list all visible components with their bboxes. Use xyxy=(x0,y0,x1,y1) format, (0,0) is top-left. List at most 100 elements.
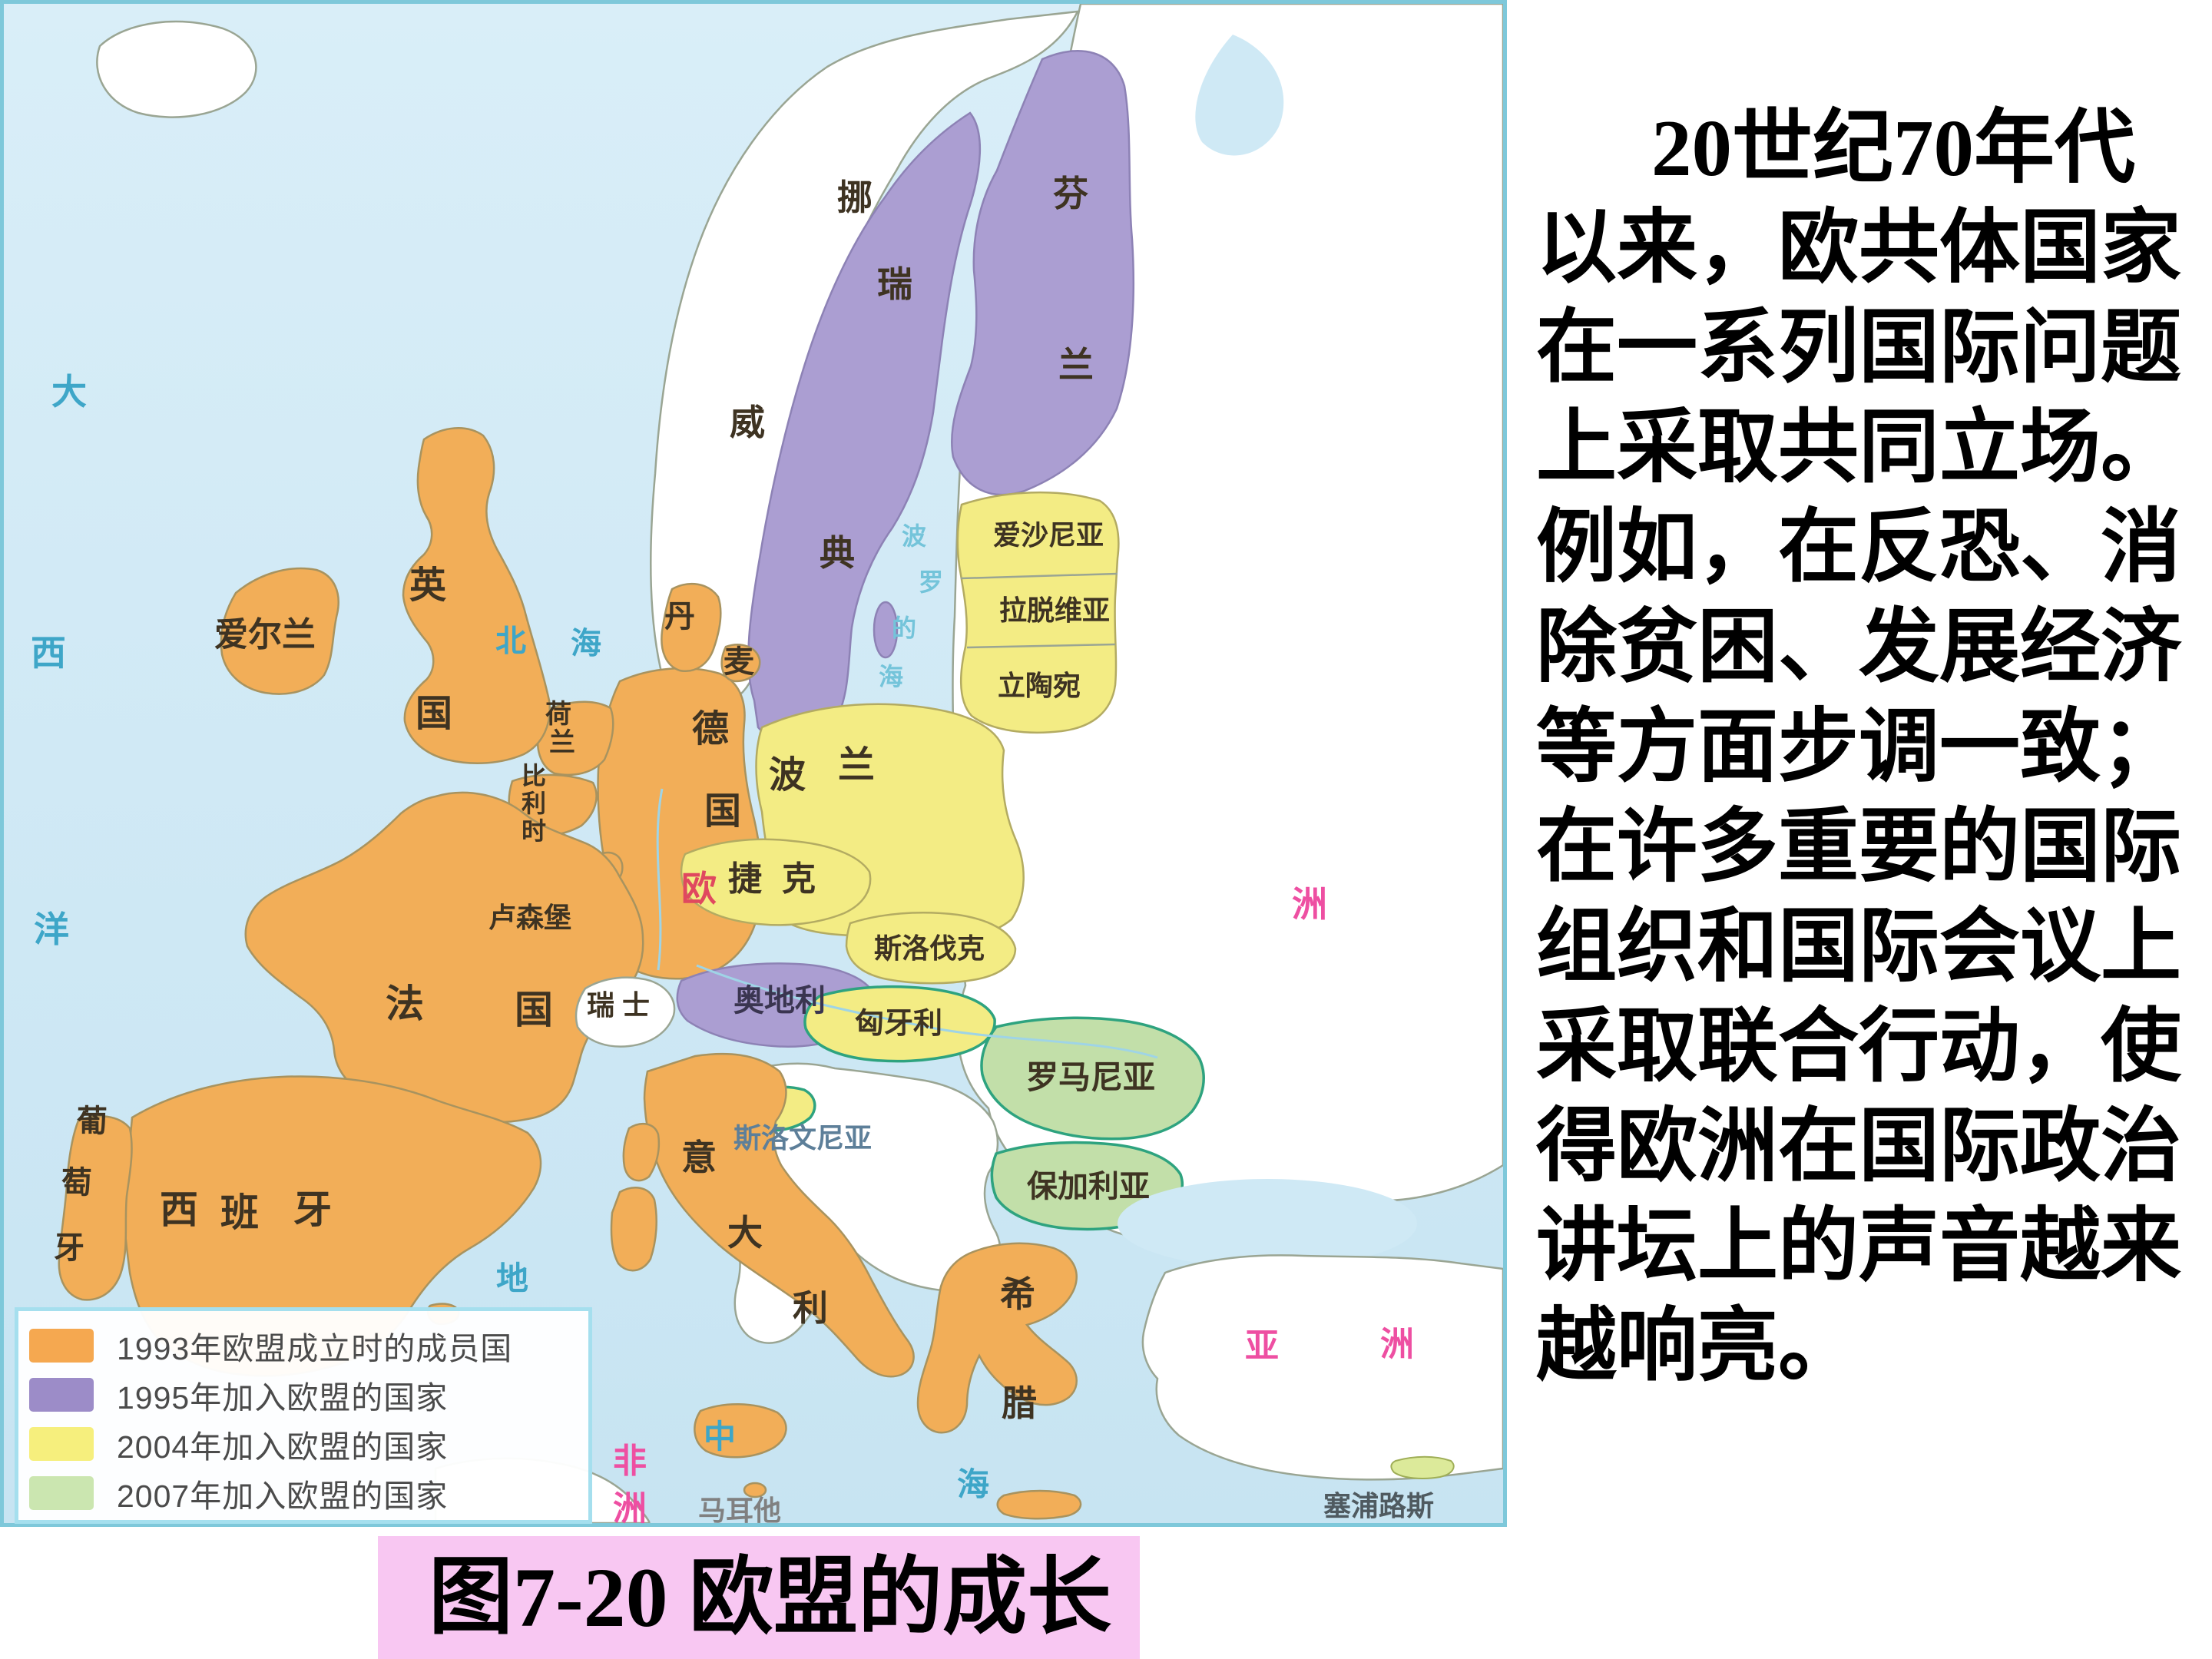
map-label: 大 xyxy=(51,372,87,412)
cyprus-island xyxy=(1390,1455,1455,1479)
map-label: 葡 xyxy=(77,1104,108,1138)
rhine-river xyxy=(656,788,664,971)
map-label: 利 xyxy=(793,1288,828,1328)
country-hungary xyxy=(803,985,996,1063)
paragraph-line: 越响亮。 xyxy=(1536,1301,1859,1391)
legend-color-swatch xyxy=(29,1329,94,1363)
map-label: 荷 xyxy=(545,700,571,729)
paragraph-line: 除贫困、发展经济 xyxy=(1536,602,2182,692)
country-portugal xyxy=(58,1115,133,1301)
map-label: 意 xyxy=(681,1137,717,1177)
map-label: 匈牙利 xyxy=(854,1008,943,1040)
map-label: 西 xyxy=(160,1188,198,1231)
map-label: 国 xyxy=(515,988,553,1031)
map-label: 比利时 xyxy=(518,763,546,846)
paragraph-line: 等方面步调一致； xyxy=(1536,702,2182,792)
country-slovakia xyxy=(845,912,1017,985)
country-denmark xyxy=(661,583,722,673)
paragraph-line: 在许多重要的国际 xyxy=(1536,802,2182,892)
figure-caption-text: 图7-20 欧盟的成长 xyxy=(429,1551,1112,1644)
legend-rows: 1993年欧盟成立时的成员国 1995年加入欧盟的国家 2004年加入欧盟的国家 20… xyxy=(29,1322,588,1517)
country-romania xyxy=(980,1016,1205,1141)
crete-island xyxy=(996,1489,1082,1520)
map-label: 卢森堡 xyxy=(488,902,572,933)
country-iceland xyxy=(96,20,257,118)
map-label: 拉脱维亚 xyxy=(998,594,1111,626)
country-sweden xyxy=(747,111,982,747)
map-label: 捷 xyxy=(728,860,762,898)
map-label: 萄 xyxy=(61,1166,92,1200)
danube-river xyxy=(696,964,1158,1059)
map-label: 牙 xyxy=(293,1188,332,1231)
map-label: 斯洛文尼亚 xyxy=(733,1122,873,1154)
legend-color-swatch xyxy=(29,1427,94,1461)
denmark-island xyxy=(720,644,761,683)
paragraph-line: 讲坛上的声音越来 xyxy=(1536,1201,2182,1291)
map-label: 斯洛伐克 xyxy=(873,932,985,964)
map-label: 麦 xyxy=(724,645,754,679)
map-label: 中 xyxy=(703,1419,737,1455)
map-label: 希 xyxy=(1000,1274,1035,1314)
country-switzerland xyxy=(575,976,676,1048)
gotland-island xyxy=(873,601,899,659)
country-czech xyxy=(680,838,872,926)
map-label: 立陶宛 xyxy=(997,670,1081,701)
map-label: 腊 xyxy=(1002,1383,1037,1423)
map-label: 洲 xyxy=(1380,1326,1414,1363)
malta-island xyxy=(743,1482,767,1498)
map-label: 班 xyxy=(220,1191,259,1234)
map-label: 洲 xyxy=(613,1490,647,1528)
legend-item: 2007年加入欧盟的国家 xyxy=(29,1469,588,1517)
map-label: 牙 xyxy=(54,1231,84,1265)
map-label: 的 xyxy=(891,614,917,642)
paragraph-line: 20世纪70年代 xyxy=(1651,103,2136,193)
legend-label: 2004年加入欧盟的国家 xyxy=(117,1429,449,1465)
map-label: 国 xyxy=(704,791,742,832)
paragraph-line: 例如，在反恐、消 xyxy=(1536,502,2182,592)
paragraph-line: 上采取共同立场。 xyxy=(1536,402,2182,492)
map-canvas xyxy=(4,4,1503,1523)
map-label: 挪 xyxy=(837,177,873,217)
map-label: 克 xyxy=(782,860,816,898)
map-label: 北 xyxy=(495,624,526,658)
map-label: 德 xyxy=(691,709,730,750)
map-label: 芬 xyxy=(1053,174,1088,214)
map-label: 波 xyxy=(901,522,927,550)
map-label: 罗马尼亚 xyxy=(1025,1059,1156,1095)
paragraph-line: 组织和国际会议上 xyxy=(1536,902,2182,992)
map-label: 兰 xyxy=(549,728,575,757)
map-label: 兰 xyxy=(1058,345,1094,385)
paragraph-line: 在一系列国际问题 xyxy=(1536,303,2182,392)
legend-item: 1995年加入欧盟的国家 xyxy=(29,1371,588,1419)
legend-item: 2004年加入欧盟的国家 xyxy=(29,1420,588,1468)
map-label: 保加利亚 xyxy=(1027,1170,1150,1204)
map-label: 海 xyxy=(956,1466,990,1502)
legend-color-swatch xyxy=(29,1476,94,1510)
map-label: 西 xyxy=(31,633,66,673)
legend-color-swatch xyxy=(29,1378,94,1412)
map-label: 爱尔兰 xyxy=(214,616,316,654)
black-sea xyxy=(1118,1179,1417,1268)
map-label: 欧 xyxy=(681,869,717,909)
legend-item: 1993年欧盟成立时的成员国 xyxy=(29,1322,588,1369)
paragraph-line: 以来，欧共体国家 xyxy=(1536,203,2182,293)
map-label: 威 xyxy=(730,402,765,442)
map-label: 洋 xyxy=(34,909,69,949)
map-label: 兰 xyxy=(837,745,876,786)
map-label: 罗 xyxy=(918,568,944,596)
map-label: 塞浦路斯 xyxy=(1323,1490,1435,1522)
map-label: 爱沙尼亚 xyxy=(992,519,1104,551)
map-label: 英 xyxy=(409,565,447,606)
map-legend: 1993年欧盟成立时的成员国 1995年加入欧盟的国家 2004年加入欧盟的国家 20… xyxy=(15,1307,592,1524)
legend-label: 1993年欧盟成立时的成员国 xyxy=(117,1331,513,1366)
country-ireland xyxy=(220,567,339,695)
sardinia-island xyxy=(610,1187,657,1272)
map-label: 亚 xyxy=(1245,1327,1279,1365)
country-italy xyxy=(643,1052,915,1378)
estonia-latvia-border xyxy=(960,572,1118,580)
corsica-island xyxy=(622,1122,661,1182)
map-label: 国 xyxy=(415,694,453,734)
map-label: 马耳他 xyxy=(697,1495,782,1526)
map-label: 海 xyxy=(878,663,904,690)
